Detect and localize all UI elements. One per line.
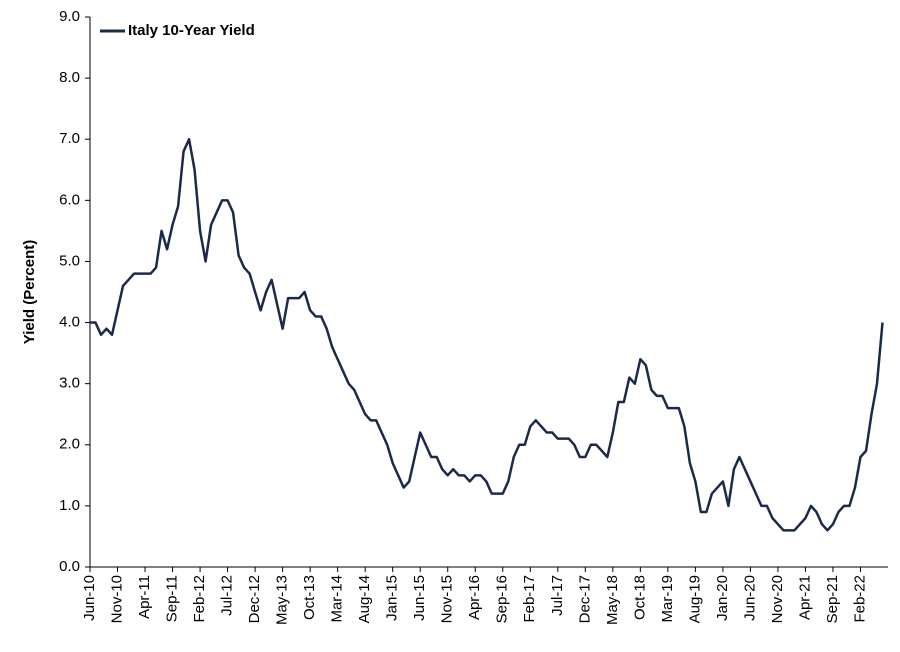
x-tick-label: Oct-18 [631, 575, 648, 620]
y-axis-label: Yield (Percent) [21, 240, 38, 344]
y-tick-label: 7.0 [59, 130, 80, 147]
x-tick-label: Apr-11 [136, 575, 153, 619]
x-tick-label: Jun-10 [81, 575, 98, 621]
x-tick-label: Nov-20 [769, 575, 786, 623]
legend-label: Italy 10-Year Yield [128, 22, 255, 39]
y-tick-label: 4.0 [59, 314, 80, 331]
x-tick-label: Feb-17 [521, 575, 538, 623]
data-line [90, 137, 884, 532]
x-tick-label: Apr-16 [466, 575, 483, 620]
x-tick-label: Jul-12 [219, 575, 236, 616]
x-tick-label: Feb-22 [851, 575, 868, 623]
x-tick-label: Sep-21 [824, 575, 841, 623]
y-tick-label: 9.0 [59, 8, 80, 25]
x-tick-label: Apr-21 [796, 575, 813, 620]
x-tick-label: Dec-12 [246, 575, 263, 623]
x-tick-label: Aug-19 [686, 575, 703, 623]
y-tick-label: 8.0 [59, 69, 80, 86]
x-tick-label: Dec-17 [576, 575, 593, 623]
y-tick-label: 1.0 [59, 497, 80, 514]
x-tick-label: Mar-19 [659, 575, 676, 623]
x-tick-label: Jan-15 [384, 575, 401, 621]
x-tick-label: Jan-20 [714, 575, 731, 621]
x-tick-label: Sep-11 [164, 575, 181, 622]
x-tick-label: Aug-14 [356, 575, 373, 623]
x-tick-label: Mar-14 [329, 575, 346, 623]
y-tick-label: 2.0 [59, 436, 80, 453]
x-tick-label: Sep-16 [494, 575, 511, 623]
x-tick-label: Oct-13 [301, 575, 318, 620]
x-tick-label: May-13 [274, 575, 291, 625]
x-tick-label: Jun-15 [411, 575, 428, 621]
x-tick-label: May-18 [604, 575, 621, 625]
x-tick-label: Jul-17 [549, 575, 566, 616]
x-tick-label: Feb-12 [191, 575, 208, 623]
y-tick-label: 0.0 [59, 558, 80, 575]
y-tick-label: 3.0 [59, 375, 80, 392]
y-tick-label: 6.0 [59, 191, 80, 208]
x-tick-label: Nov-10 [108, 575, 125, 623]
x-tick-label: Jun-20 [741, 575, 758, 621]
y-tick-label: 5.0 [59, 252, 80, 269]
x-tick-label: Nov-15 [439, 575, 456, 623]
